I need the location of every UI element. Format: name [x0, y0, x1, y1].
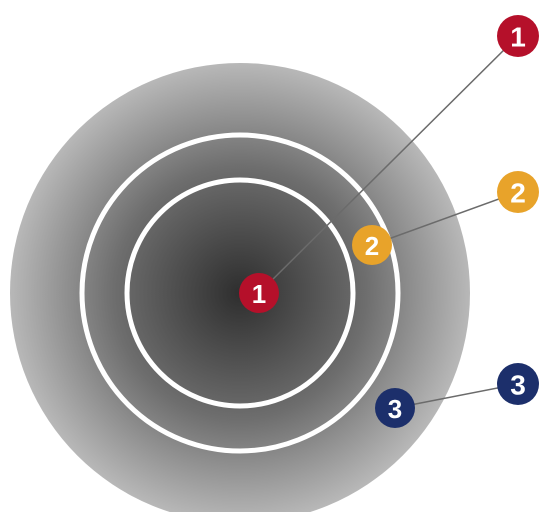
- callout-1-label: 1: [510, 22, 526, 53]
- callout-3-label: 3: [510, 370, 526, 401]
- callout-2-badge: [497, 171, 539, 213]
- callout-1-badge: [497, 15, 539, 57]
- marker-outer-badge: [375, 388, 415, 428]
- marker-inner: 1: [239, 273, 279, 313]
- callout-2-label: 2: [510, 178, 526, 209]
- inner-ring: [124, 177, 356, 409]
- marker-middle: 2: [352, 225, 392, 265]
- callout-3: 3: [497, 363, 539, 405]
- callout-1: 1: [497, 15, 539, 57]
- marker-outer: 3: [375, 388, 415, 428]
- marker-inner-label: 1: [252, 279, 266, 309]
- marker-middle-badge: [352, 225, 392, 265]
- marker-middle-label: 2: [365, 231, 379, 261]
- leader-line-1: [258, 35, 519, 294]
- leader-line-2: [371, 191, 519, 246]
- marker-inner-badge: [239, 273, 279, 313]
- callout-3-badge: [497, 363, 539, 405]
- callout-2: 2: [497, 171, 539, 213]
- middle-ring: [79, 132, 401, 454]
- marker-outer-label: 3: [388, 394, 402, 424]
